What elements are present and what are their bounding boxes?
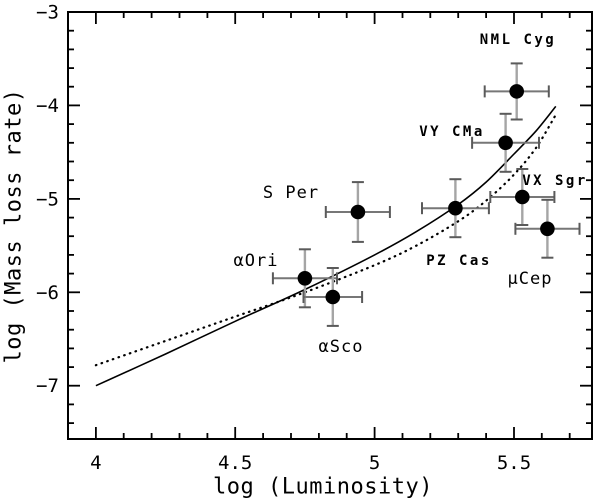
data-point-s-per — [324, 181, 391, 243]
data-point-pz-cas — [421, 178, 490, 239]
marker-alpha-ori — [297, 271, 313, 286]
data-point-vy-cma — [471, 112, 540, 173]
y-tick-label: −3 — [36, 2, 59, 24]
y-tick-label: −6 — [36, 282, 59, 304]
y-tick-label: −5 — [36, 188, 59, 210]
marker-vx-sgr — [515, 189, 530, 205]
x-tick-label: 4 — [90, 452, 101, 474]
data-point-nml-cyg — [483, 62, 550, 121]
label-nml-cyg: NML Cyg — [480, 32, 557, 48]
data-point-mu-cep — [514, 198, 581, 259]
marker-alpha-sco — [325, 289, 341, 305]
x-axis-title: log (Luminosity) — [213, 474, 433, 500]
x-tick-label: 5.5 — [497, 452, 531, 474]
axis-ticks — [68, 11, 592, 439]
label-mu-cep: μCep — [508, 269, 553, 289]
marker-pz-cas — [448, 200, 463, 216]
y-tick-label: −4 — [36, 95, 59, 117]
model-curve-solid — [95, 105, 557, 387]
marker-mu-cep — [540, 221, 555, 237]
marker-nml-cyg — [509, 84, 524, 99]
x-tick-label: 5 — [369, 452, 380, 474]
label-s-per: S Per — [263, 183, 319, 203]
label-alpha-ori: αOri — [234, 251, 279, 271]
label-pz-cas: PZ Cas — [426, 253, 492, 269]
label-alpha-sco: αSco — [319, 337, 364, 357]
data-point-alpha-sco — [302, 267, 364, 327]
marker-s-per — [350, 204, 366, 220]
plot-frame — [67, 11, 593, 440]
model-curve-dotted — [94, 113, 557, 367]
x-tick-label: 4.5 — [218, 452, 252, 474]
data-point-vx-sgr — [489, 168, 556, 226]
y-axis-title: log (Mass loss rate) — [1, 88, 27, 364]
y-tick-label: −7 — [36, 375, 59, 397]
marker-vy-cma — [498, 135, 513, 151]
label-vy-cma: VY CMa — [419, 124, 485, 140]
label-vx-sgr: VX Sgr — [522, 173, 588, 189]
